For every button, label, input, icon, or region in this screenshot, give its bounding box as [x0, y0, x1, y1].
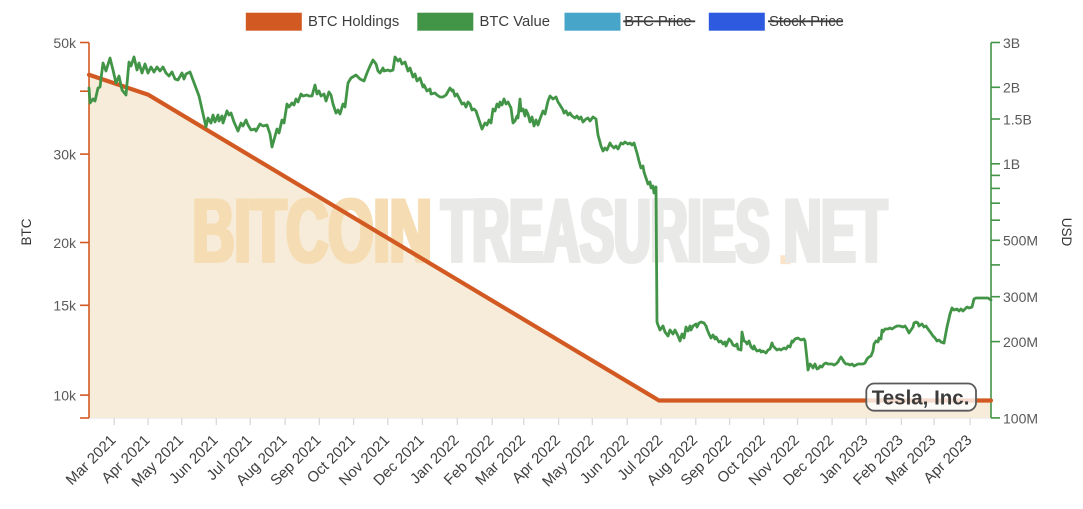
svg-text:15k: 15k	[53, 298, 77, 314]
svg-text:NET: NET	[782, 180, 885, 282]
svg-text:3B: 3B	[1003, 35, 1020, 51]
svg-text:USD: USD	[1059, 218, 1074, 247]
svg-text:BITCOIN: BITCOIN	[194, 181, 433, 282]
svg-text:1.5B: 1.5B	[1003, 111, 1032, 127]
svg-text:200M: 200M	[1003, 334, 1038, 350]
svg-text:100M: 100M	[1003, 410, 1038, 426]
svg-text:BITCOIN: BITCOIN	[191, 181, 430, 282]
svg-text:NET: NET	[786, 180, 889, 282]
svg-text:BTC Value: BTC Value	[480, 14, 550, 30]
svg-text:30k: 30k	[53, 147, 77, 163]
svg-text:NET: NET	[784, 180, 887, 282]
svg-text:TREASURIES: TREASURIES	[440, 181, 768, 282]
svg-text:TREASURIES: TREASURIES	[441, 181, 769, 282]
svg-text:BTC: BTC	[19, 218, 34, 245]
svg-text:20k: 20k	[53, 235, 77, 251]
svg-text:TREASURIES: TREASURIES	[443, 181, 771, 282]
svg-text:Tesla, Inc.: Tesla, Inc.	[872, 386, 970, 409]
svg-text:BTC Holdings: BTC Holdings	[308, 14, 399, 30]
svg-text:1B: 1B	[1003, 156, 1020, 172]
svg-text:300M: 300M	[1003, 289, 1038, 305]
svg-text:BITCOIN: BITCOIN	[193, 181, 432, 282]
svg-text:10k: 10k	[53, 388, 77, 404]
svg-text:500M: 500M	[1003, 233, 1038, 249]
svg-text:2B: 2B	[1003, 80, 1020, 96]
svg-text:50k: 50k	[53, 35, 77, 51]
